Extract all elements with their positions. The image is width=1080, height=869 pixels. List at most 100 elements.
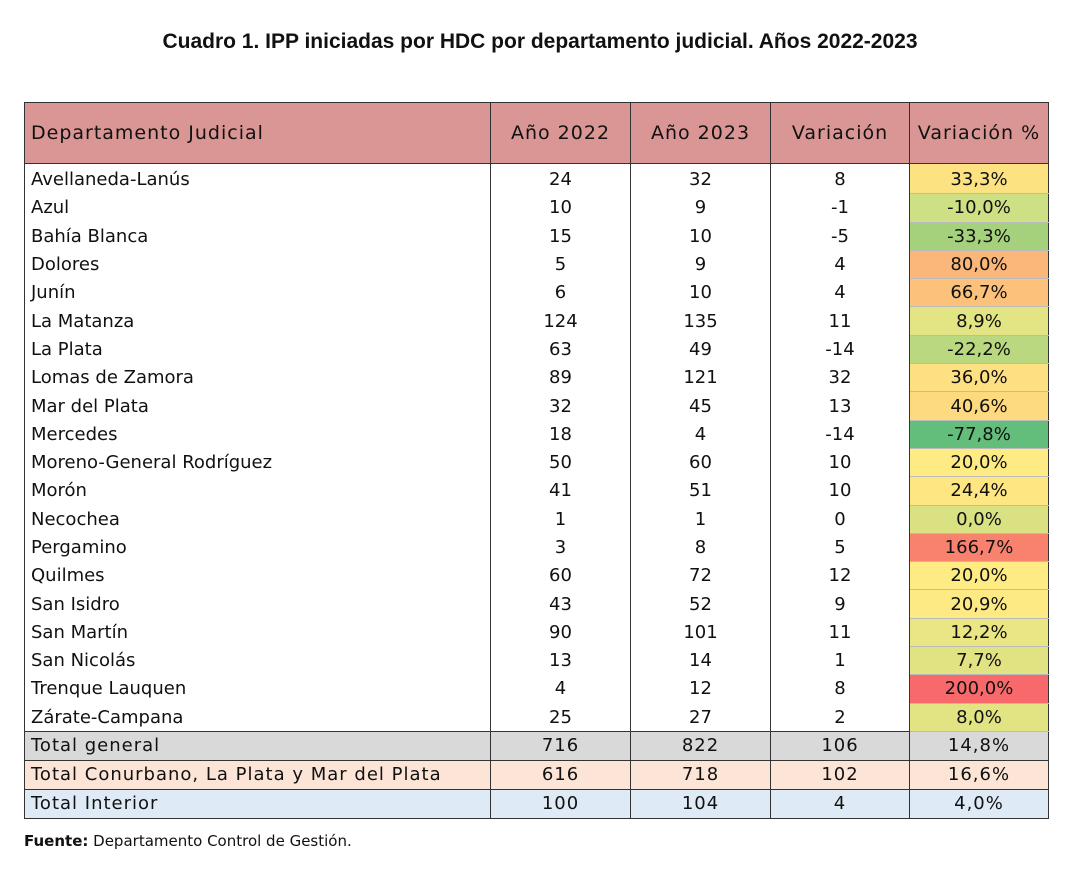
source-note: Fuente: Departamento Control de Gestión. bbox=[24, 832, 352, 850]
table-row: Bahía Blanca 15 10 -5 -33,3% bbox=[24, 222, 1049, 251]
total-ano-2023: 718 bbox=[630, 759, 771, 790]
cell-ano-2023: 10 bbox=[630, 222, 771, 251]
cell-ano-2023: 4 bbox=[630, 420, 771, 449]
cell-ano-2023: 9 bbox=[630, 193, 771, 223]
data-table: Departamento Judicial Año 2022 Año 2023 … bbox=[24, 102, 1049, 819]
total-ano-2022: 716 bbox=[490, 730, 631, 761]
header-departamento: Departamento Judicial bbox=[24, 102, 491, 164]
cell-departamento: Mercedes bbox=[24, 420, 491, 449]
table-row: Quilmes 60 72 12 20,0% bbox=[24, 561, 1049, 591]
cell-departamento: Junín bbox=[24, 278, 491, 307]
cell-ano-2023: 72 bbox=[630, 561, 771, 590]
cell-departamento: San Nicolás bbox=[24, 646, 491, 675]
cell-departamento: La Matanza bbox=[24, 306, 491, 336]
cell-ano-2022: 4 bbox=[490, 674, 631, 704]
cell-variacion-pct: 0,0% bbox=[909, 505, 1049, 534]
table-row: La Matanza 124 135 11 8,9% bbox=[24, 306, 1049, 336]
cell-ano-2022: 32 bbox=[490, 391, 631, 421]
cell-departamento: Bahía Blanca bbox=[24, 222, 491, 251]
cell-variacion-pct: 66,7% bbox=[909, 278, 1049, 308]
cell-ano-2022: 89 bbox=[490, 363, 631, 392]
cell-variacion: 32 bbox=[770, 363, 910, 392]
cell-variacion-pct: 8,9% bbox=[909, 306, 1049, 336]
cell-variacion: 4 bbox=[770, 278, 910, 307]
cell-variacion: 9 bbox=[770, 589, 910, 619]
source-label: Fuente: bbox=[24, 832, 89, 850]
cell-departamento: Mar del Plata bbox=[24, 391, 491, 421]
cell-variacion: -14 bbox=[770, 335, 910, 364]
cell-ano-2022: 41 bbox=[490, 476, 631, 506]
cell-variacion-pct: 40,6% bbox=[909, 391, 1049, 421]
cell-ano-2023: 49 bbox=[630, 335, 771, 364]
cell-departamento: Dolores bbox=[24, 250, 491, 279]
cell-variacion-pct: -22,2% bbox=[909, 335, 1049, 365]
table-row: Azul 10 9 -1 -10,0% bbox=[24, 193, 1049, 223]
cell-variacion-pct: 12,2% bbox=[909, 618, 1049, 648]
cell-ano-2022: 24 bbox=[490, 163, 631, 194]
table-row: Morón 41 51 10 24,4% bbox=[24, 476, 1049, 506]
cell-variacion: 8 bbox=[770, 674, 910, 704]
total-ano-2022: 100 bbox=[490, 788, 631, 819]
total-ano-2022: 616 bbox=[490, 759, 631, 790]
cell-ano-2022: 63 bbox=[490, 335, 631, 364]
cell-variacion: 10 bbox=[770, 476, 910, 506]
cell-ano-2022: 124 bbox=[490, 306, 631, 336]
cell-variacion-pct: 200,0% bbox=[909, 674, 1049, 704]
total-variacion: 106 bbox=[770, 730, 910, 761]
cell-variacion: 11 bbox=[770, 306, 910, 336]
cell-variacion-pct: 20,9% bbox=[909, 589, 1049, 619]
total-label: Total general bbox=[24, 730, 491, 761]
table-row: Zárate-Campana 25 27 2 8,0% bbox=[24, 703, 1049, 732]
cell-variacion-pct: 80,0% bbox=[909, 250, 1049, 280]
total-label: Total Interior bbox=[24, 788, 491, 819]
cell-variacion-pct: 20,0% bbox=[909, 561, 1049, 591]
cell-ano-2022: 1 bbox=[490, 505, 631, 534]
header-variacion: Variación bbox=[770, 102, 910, 164]
cell-variacion-pct: 166,7% bbox=[909, 533, 1049, 563]
total-interior-row: Total Interior 100 104 4 4,0% bbox=[24, 788, 1049, 819]
total-variacion: 4 bbox=[770, 788, 910, 819]
cell-departamento: Quilmes bbox=[24, 561, 491, 590]
cell-departamento: Avellaneda-Lanús bbox=[24, 163, 491, 194]
cell-variacion-pct: -10,0% bbox=[909, 193, 1049, 223]
table-row: Moreno-General Rodríguez 50 60 10 20,0% bbox=[24, 448, 1049, 478]
cell-ano-2022: 15 bbox=[490, 222, 631, 251]
cell-variacion: -1 bbox=[770, 193, 910, 223]
total-variacion: 102 bbox=[770, 759, 910, 790]
cell-ano-2023: 1 bbox=[630, 505, 771, 534]
cell-ano-2022: 5 bbox=[490, 250, 631, 279]
header-ano-2022: Año 2022 bbox=[490, 102, 631, 164]
total-variacion-pct: 16,6% bbox=[909, 759, 1049, 790]
cell-variacion: -5 bbox=[770, 222, 910, 251]
cell-ano-2023: 121 bbox=[630, 363, 771, 392]
table-row: Lomas de Zamora 89 121 32 36,0% bbox=[24, 363, 1049, 393]
cell-departamento: Azul bbox=[24, 193, 491, 223]
cell-variacion-pct: -33,3% bbox=[909, 222, 1049, 251]
cell-variacion-pct: 7,7% bbox=[909, 646, 1049, 676]
total-variacion-pct: 14,8% bbox=[909, 730, 1049, 761]
cell-ano-2023: 14 bbox=[630, 646, 771, 675]
cell-variacion: 8 bbox=[770, 163, 910, 194]
cell-ano-2023: 101 bbox=[630, 618, 771, 647]
cell-variacion: 0 bbox=[770, 505, 910, 534]
total-general-row: Total general 716 822 106 14,8% bbox=[24, 730, 1049, 761]
cell-ano-2022: 25 bbox=[490, 703, 631, 732]
table-row: Mar del Plata 32 45 13 40,6% bbox=[24, 391, 1049, 421]
cell-ano-2022: 90 bbox=[490, 618, 631, 647]
cell-departamento: San Martín bbox=[24, 618, 491, 647]
header-ano-2023: Año 2023 bbox=[630, 102, 771, 164]
cell-ano-2023: 60 bbox=[630, 448, 771, 477]
cell-ano-2022: 10 bbox=[490, 193, 631, 223]
table-row: Avellaneda-Lanús 24 32 8 33,3% bbox=[24, 163, 1049, 195]
table-row: San Nicolás 13 14 1 7,7% bbox=[24, 646, 1049, 676]
total-conurbano-row: Total Conurbano, La Plata y Mar del Plat… bbox=[24, 759, 1049, 790]
total-variacion-pct: 4,0% bbox=[909, 788, 1049, 819]
table-row: Dolores 5 9 4 80,0% bbox=[24, 250, 1049, 280]
cell-ano-2023: 135 bbox=[630, 306, 771, 336]
cell-departamento: La Plata bbox=[24, 335, 491, 364]
cell-variacion-pct: 8,0% bbox=[909, 703, 1049, 732]
cell-variacion: 12 bbox=[770, 561, 910, 590]
cell-ano-2023: 9 bbox=[630, 250, 771, 279]
cell-variacion: 1 bbox=[770, 646, 910, 675]
table-row: Pergamino 3 8 5 166,7% bbox=[24, 533, 1049, 563]
